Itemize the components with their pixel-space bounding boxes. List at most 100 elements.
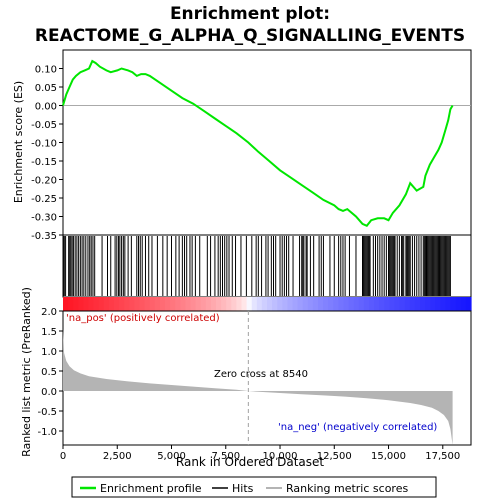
color-bar-segment <box>461 297 467 311</box>
color-bar-segment <box>435 297 441 311</box>
color-bar-segment <box>400 297 406 311</box>
rank-color-bar <box>63 297 472 311</box>
color-bar-segment <box>206 297 212 311</box>
color-bar-segment <box>267 297 273 311</box>
color-bar-segment <box>145 297 151 311</box>
color-bar-segment <box>415 297 421 311</box>
es-y-tick-label: 0.10 <box>35 65 57 76</box>
metric-y-tick-label: 1.0 <box>41 347 57 358</box>
color-bar-segment <box>451 297 457 311</box>
color-bar-segment <box>420 297 426 311</box>
color-bar-segment <box>328 297 334 311</box>
metric-y-tick-label: -0.5 <box>37 407 57 418</box>
x-tick-label: 17,500 <box>425 451 460 462</box>
color-bar-segment <box>293 297 299 311</box>
color-bar-segment <box>333 297 339 311</box>
color-bar-segment <box>211 297 217 311</box>
es-y-tick-label: 0.05 <box>35 83 57 94</box>
x-tick-label: 2,500 <box>103 451 132 462</box>
color-bar-segment <box>68 297 74 311</box>
color-bar-segment <box>83 297 89 311</box>
es-y-tick-label: -0.15 <box>31 157 57 168</box>
es-y-tick-label: -0.30 <box>31 213 57 224</box>
color-bar-segment <box>277 297 283 311</box>
color-bar-segment <box>369 297 375 311</box>
color-bar-segment <box>262 297 268 311</box>
color-bar-segment <box>201 297 207 311</box>
color-bar-segment <box>430 297 436 311</box>
color-bar-segment <box>364 297 370 311</box>
color-bar-segment <box>359 297 365 311</box>
color-bar-segment <box>384 297 390 311</box>
zero-cross-annotation: Zero cross at 8540 <box>214 369 308 380</box>
color-bar-segment <box>109 297 115 311</box>
color-bar-segment <box>226 297 232 311</box>
color-bar-segment <box>313 297 319 311</box>
color-bar-segment <box>129 297 135 311</box>
color-bar-segment <box>374 297 380 311</box>
color-bar-segment <box>73 297 79 311</box>
color-bar-segment <box>170 297 176 311</box>
color-bar-segment <box>150 297 156 311</box>
es-y-tick-label: -0.35 <box>31 231 57 242</box>
es-y-axis-label: Enrichment score (ES) <box>12 81 25 203</box>
color-bar-segment <box>216 297 222 311</box>
color-bar-segment <box>298 297 304 311</box>
color-bar-segment <box>242 297 248 311</box>
legend-hits-label: Hits <box>232 482 254 495</box>
x-axis-label: Rank in Ordered Dataset <box>176 455 324 469</box>
es-y-tick-label: -0.05 <box>31 120 57 131</box>
x-tick-label: 0 <box>60 451 66 462</box>
color-bar-segment <box>440 297 446 311</box>
color-bar-segment <box>119 297 125 311</box>
metric-panel: 2.0 1.5 1.0 0.5 0.0 -0.5 -1.0 0 2,500 5,000 7,500… <box>37 307 471 462</box>
color-bar-segment <box>221 297 227 311</box>
color-bar-segment <box>282 297 288 311</box>
neg-annotation: 'na_neg' (negatively correlated) <box>278 422 437 433</box>
color-bar-segment <box>466 297 472 311</box>
color-bar-segment <box>272 297 278 311</box>
color-bar-segment <box>78 297 84 311</box>
color-bar-segment <box>303 297 309 311</box>
metric-y-tick-label: 0.0 <box>41 387 57 398</box>
color-bar-segment <box>323 297 329 311</box>
color-bar-segment <box>180 297 186 311</box>
color-bar-segment <box>134 297 140 311</box>
metric-y-tick-label: 1.5 <box>41 327 57 338</box>
x-tick-label: 15,000 <box>371 451 406 462</box>
color-bar-segment <box>389 297 395 311</box>
color-bar-segment <box>456 297 462 311</box>
color-bar-segment <box>395 297 401 311</box>
color-bar-segment <box>252 297 258 311</box>
chart-title-line-1: Enrichment plot: <box>170 4 330 24</box>
color-bar-segment <box>446 297 452 311</box>
color-bar-segment <box>89 297 95 311</box>
hits-panel <box>63 235 471 297</box>
color-bar-segment <box>425 297 431 311</box>
color-bar-segment <box>318 297 324 311</box>
color-bar-segment <box>308 297 314 311</box>
pos-annotation: 'na_pos' (positively correlated) <box>66 313 220 324</box>
color-bar-segment <box>160 297 166 311</box>
color-bar-segment <box>196 297 202 311</box>
es-y-tick-label: -0.25 <box>31 194 57 205</box>
color-bar-segment <box>247 297 253 311</box>
es-y-tick-label: 0.00 <box>35 102 57 113</box>
color-bar-segment <box>410 297 416 311</box>
chart-title-line-2: REACTOME_G_ALPHA_Q_SIGNALLING_EVENTS <box>35 26 465 46</box>
color-bar-segment <box>257 297 263 311</box>
legend: Enrichment profile Hits Ranking metric s… <box>72 477 436 497</box>
color-bar-segment <box>344 297 350 311</box>
color-bar-segment <box>114 297 120 311</box>
color-bar-segment <box>231 297 237 311</box>
color-bar-segment <box>94 297 100 311</box>
metric-y-tick-label: 2.0 <box>41 307 57 318</box>
es-panel: 0.10 0.05 0.00 -0.05 -0.10 -0.15 -0.20 -0.25 -0.… <box>31 50 471 242</box>
color-bar-segment <box>63 297 69 311</box>
color-bar-segment <box>338 297 344 311</box>
legend-enrichment-label: Enrichment profile <box>100 482 202 495</box>
color-bar-segment <box>236 297 242 311</box>
color-bar-segment <box>349 297 355 311</box>
color-bar-segment <box>104 297 110 311</box>
